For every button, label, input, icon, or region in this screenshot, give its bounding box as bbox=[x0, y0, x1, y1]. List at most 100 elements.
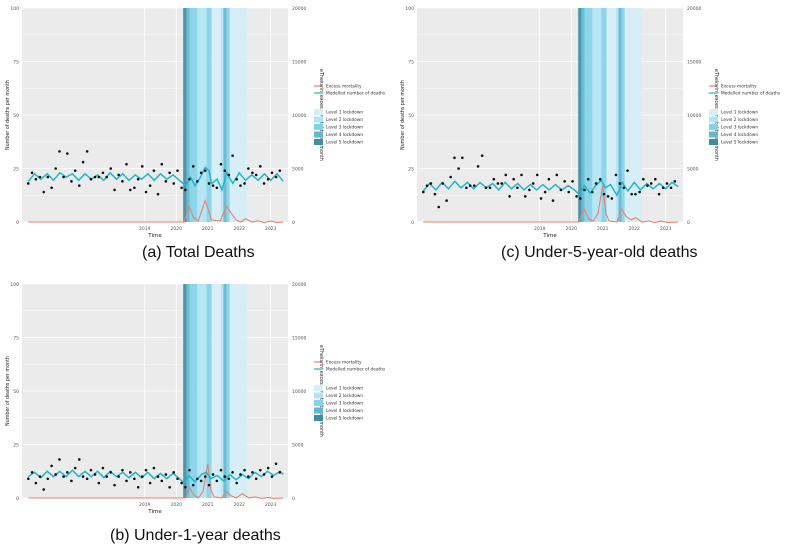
observed-point bbox=[258, 468, 262, 472]
y-tick-label: 50 bbox=[13, 113, 19, 119]
legend-label: Level 4 lockdown bbox=[326, 408, 363, 414]
lockdown-band-level-1 bbox=[229, 8, 248, 222]
observed-point bbox=[567, 190, 571, 194]
observed-point bbox=[164, 473, 168, 476]
excess-mortality-line bbox=[423, 185, 679, 224]
observed-point bbox=[188, 468, 191, 472]
x-tick-label: 2022 bbox=[628, 226, 640, 232]
legend-level-swatch bbox=[314, 415, 323, 421]
x-tick-label: 2022 bbox=[233, 502, 245, 508]
observed-point bbox=[164, 180, 168, 183]
observed-point bbox=[449, 175, 452, 179]
observed-point bbox=[85, 150, 89, 153]
observed-point bbox=[211, 184, 215, 187]
legend-label: Level 2 lockdown bbox=[721, 117, 758, 123]
y-tick-label: 100 bbox=[10, 282, 19, 288]
observed-point bbox=[461, 156, 464, 160]
observed-point bbox=[184, 486, 187, 489]
observed-point bbox=[602, 192, 606, 196]
modelled-deaths-line bbox=[27, 166, 284, 193]
legend-level-swatch bbox=[709, 124, 718, 130]
x-axis-label: Time bbox=[147, 233, 162, 239]
observed-point bbox=[266, 177, 270, 181]
x-tick-label: 2023 bbox=[660, 226, 672, 232]
observed-point bbox=[441, 182, 445, 185]
observed-point bbox=[38, 175, 42, 179]
y2-tick-label: 20000 bbox=[292, 6, 306, 12]
observed-point bbox=[231, 471, 234, 474]
observed-point bbox=[653, 177, 657, 181]
legend-label: Level 1 lockdown bbox=[326, 386, 363, 392]
observed-point bbox=[191, 165, 195, 168]
observed-point bbox=[133, 186, 136, 190]
chart-b: 0 25 50 75 100 0 5000 10000 15000 20000 2019 2020 20… bbox=[5, 282, 386, 515]
y2-tick-label: 10000 bbox=[292, 113, 306, 119]
observed-point bbox=[594, 182, 598, 185]
y-axis-label: Number of deaths per month bbox=[5, 356, 11, 426]
chart-a: 0 25 50 75 100 0 5000 10000 15000 20000 2019 2020 20… bbox=[5, 6, 386, 239]
lockdown-band-level-3 bbox=[206, 284, 212, 498]
observed-point bbox=[429, 182, 433, 185]
observed-point bbox=[207, 483, 211, 487]
excess-mortality-line bbox=[28, 198, 284, 224]
observed-point bbox=[148, 481, 152, 485]
legend-label: Level 3 lockdown bbox=[326, 125, 363, 131]
lockdown-band-level-1 bbox=[606, 8, 616, 222]
observed-point bbox=[516, 186, 519, 190]
observed-point bbox=[251, 171, 254, 175]
observed-point bbox=[488, 186, 492, 190]
lockdown-band-level-1 bbox=[229, 284, 248, 498]
observed-point bbox=[93, 473, 97, 476]
observed-point bbox=[231, 154, 234, 157]
observed-point bbox=[266, 466, 270, 470]
observed-point bbox=[254, 477, 258, 481]
x-tick-label: 2021 bbox=[597, 226, 609, 232]
observed-point bbox=[77, 458, 81, 461]
observed-point bbox=[26, 182, 30, 185]
legend-level-swatch bbox=[314, 109, 323, 115]
observed-point bbox=[184, 188, 187, 192]
observed-point bbox=[247, 475, 250, 478]
legend-label: Level 2 lockdown bbox=[326, 393, 363, 399]
observed-point bbox=[172, 471, 176, 474]
observed-point bbox=[669, 186, 673, 190]
lockdown-band-level-3 bbox=[206, 8, 212, 222]
observed-point bbox=[219, 162, 223, 166]
observed-point bbox=[227, 173, 231, 177]
observed-point bbox=[144, 190, 148, 194]
lockdown-band-level-1 bbox=[211, 284, 221, 498]
observed-point bbox=[433, 192, 437, 196]
observed-point bbox=[113, 188, 116, 192]
x-axis-label: Time bbox=[542, 233, 557, 239]
observed-point bbox=[626, 169, 629, 172]
observed-point bbox=[105, 175, 108, 179]
y2-tick-label: 20000 bbox=[292, 282, 306, 288]
observed-point bbox=[243, 468, 246, 472]
observed-point bbox=[270, 171, 274, 175]
legend-label: Level 3 lockdown bbox=[326, 401, 363, 407]
observed-point bbox=[227, 477, 231, 481]
observed-point bbox=[551, 199, 555, 202]
x-axis-label: Time bbox=[147, 509, 162, 515]
observed-point bbox=[559, 188, 563, 192]
y2-tick-label: 15000 bbox=[292, 60, 306, 66]
observed-point bbox=[152, 466, 156, 470]
observed-point bbox=[274, 462, 278, 466]
observed-point bbox=[140, 165, 144, 168]
observed-point bbox=[215, 479, 219, 483]
observed-point bbox=[575, 195, 578, 198]
observed-point bbox=[70, 180, 73, 183]
y2-tick-label: 0 bbox=[292, 496, 295, 502]
observed-point bbox=[125, 162, 128, 166]
legend-label: Level 5 lockdown bbox=[326, 140, 363, 146]
legend-level-swatch bbox=[314, 116, 323, 123]
lockdown-band-level-1 bbox=[624, 8, 643, 222]
x-tick-label: 2023 bbox=[265, 502, 277, 508]
observed-point bbox=[496, 182, 500, 185]
y2-tick-label: 5000 bbox=[292, 167, 304, 173]
observed-point bbox=[62, 475, 65, 478]
legend-level-swatch bbox=[314, 139, 323, 145]
legend-level-swatch bbox=[709, 131, 718, 138]
y2-tick-label: 20000 bbox=[687, 6, 701, 12]
y-tick-label: 75 bbox=[408, 60, 414, 66]
